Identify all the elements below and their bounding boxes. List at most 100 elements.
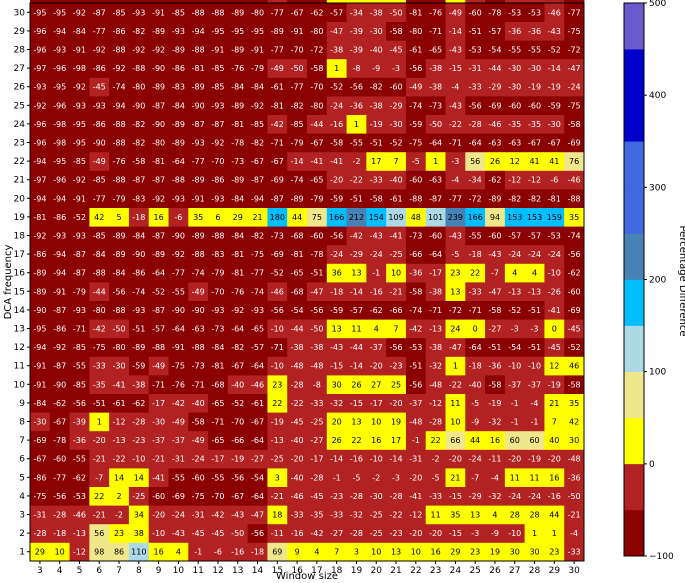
cell-value-label: -56 <box>330 232 343 241</box>
heatmap-cell <box>386 449 407 469</box>
heatmap-cell <box>445 96 466 115</box>
heatmap-cell <box>445 412 466 432</box>
cell-value-label: -90 <box>132 101 145 110</box>
cell-value-label: -56 <box>251 529 264 538</box>
heatmap-cell <box>109 486 130 506</box>
heatmap-cell <box>485 21 506 41</box>
heatmap-cell <box>425 96 446 115</box>
cell-value-label: -10 <box>548 269 561 278</box>
heatmap-cell <box>504 207 526 227</box>
heatmap-cell <box>504 151 526 171</box>
colorbar-segment <box>624 49 644 96</box>
heatmap-cell <box>346 244 367 264</box>
cell-value-label: -3 <box>392 473 400 482</box>
cell-value-label: 16 <box>431 548 441 557</box>
y-tick-label: 17 <box>14 250 25 260</box>
cell-value-label: -50 <box>113 325 126 334</box>
heatmap-cell <box>49 133 70 153</box>
cell-value-label: -84 <box>231 232 244 241</box>
heatmap-cell <box>69 0 90 4</box>
heatmap-cell <box>386 21 407 41</box>
cell-value-label: -81 <box>291 250 304 259</box>
heatmap-cell <box>247 263 268 283</box>
heatmap-cell <box>69 40 90 60</box>
heatmap-cell <box>386 356 407 376</box>
heatmap-cell <box>564 151 585 171</box>
cell-value-label: -80 <box>152 139 165 148</box>
heatmap-cell <box>208 40 229 60</box>
heatmap-cell <box>49 356 70 376</box>
cell-value-label: -60 <box>429 232 442 241</box>
x-tick-label: 7 <box>116 566 122 576</box>
cell-value-label: -28 <box>469 120 482 129</box>
heatmap-cell <box>168 505 189 525</box>
heatmap-cell <box>425 523 446 543</box>
cell-value-label: 35 <box>569 213 579 222</box>
heatmap-cell <box>544 505 565 525</box>
y-tick-label: 19 <box>14 213 26 223</box>
heatmap-cell <box>168 58 189 78</box>
cell-value-label: -20 <box>390 399 403 408</box>
heatmap-cell <box>346 114 367 134</box>
cell-value-label: 48 <box>411 213 421 222</box>
cell-value-label: -73 <box>409 232 422 241</box>
cell-value-label: -55 <box>73 362 86 371</box>
heatmap-cell <box>69 58 90 78</box>
heatmap-cell <box>89 356 110 376</box>
cell-value-label: -7 <box>491 269 499 278</box>
cell-value-label: -82 <box>132 27 145 36</box>
cell-value-label: -52 <box>568 343 581 352</box>
cell-value-label: -85 <box>73 380 86 389</box>
cell-value-label: -93 <box>172 27 185 36</box>
cell-value-label: -93 <box>132 8 145 17</box>
heatmap-cell <box>148 393 169 413</box>
cell-value-label: -84 <box>73 27 86 36</box>
cell-value-label: -93 <box>251 306 264 315</box>
colorbar-tick-label: 400 <box>649 91 666 101</box>
heatmap-cell <box>188 319 209 339</box>
heatmap-cell <box>465 319 486 339</box>
cell-value-label: -28 <box>350 492 363 501</box>
cell-value-label: -95 <box>251 27 264 36</box>
cell-value-label: -78 <box>488 8 501 17</box>
cell-value-label: -59 <box>548 101 561 110</box>
cell-value-label: -58 <box>488 380 501 389</box>
y-tick-label: 23 <box>14 139 25 149</box>
cell-value-label: -2 <box>432 455 440 464</box>
cell-value-label: 41 <box>549 157 559 166</box>
x-tick-label: 17 <box>311 566 322 576</box>
cell-value-label: -22 <box>291 399 304 408</box>
cell-value-label: -51 <box>132 325 145 334</box>
cell-value-label: -62 <box>568 269 581 278</box>
cell-value-label: 12 <box>510 157 520 166</box>
heatmap-cell <box>148 151 169 171</box>
cell-value-label: 30 <box>529 548 539 557</box>
cell-value-label: -46 <box>548 8 561 17</box>
cell-value-label: 98 <box>94 548 104 557</box>
heatmap-cell <box>247 430 268 450</box>
heatmap-cell <box>425 486 446 506</box>
cell-value-label: -5 <box>471 399 479 408</box>
cell-value-label: -39 <box>73 418 86 427</box>
cell-value-label: -74 <box>113 83 126 92</box>
cell-value-label: -55 <box>528 46 541 55</box>
cell-value-label: -30 <box>508 83 521 92</box>
heatmap-cell <box>109 319 130 339</box>
heatmap-cell <box>227 356 249 376</box>
cell-value-label: -67 <box>231 362 244 371</box>
cell-value-label: -36 <box>409 269 422 278</box>
cell-value-label: -32 <box>488 492 501 501</box>
heatmap-cell <box>366 319 387 339</box>
cell-value-label: -11 <box>271 529 284 538</box>
heatmap-cell <box>326 58 347 78</box>
heatmap-cell <box>49 468 70 487</box>
heatmap-cell <box>326 226 347 246</box>
cell-value-label: -50 <box>390 8 403 17</box>
cell-value-label: -86 <box>53 213 66 222</box>
heatmap-cell <box>307 300 328 320</box>
cell-value-label: -43 <box>449 46 462 55</box>
heatmap-cell <box>346 58 367 78</box>
cell-value-label: -4 <box>451 176 459 185</box>
cell-value-label: 22 <box>272 399 282 408</box>
heatmap-cell <box>30 114 51 134</box>
